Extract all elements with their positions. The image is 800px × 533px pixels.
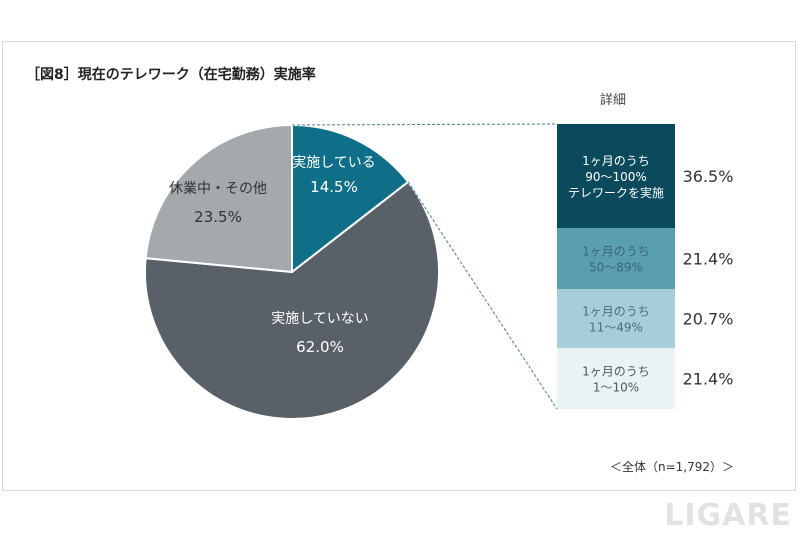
connector-line bbox=[407, 181, 558, 410]
slice-label: 休業中・その他 bbox=[169, 181, 267, 197]
bar-segment bbox=[557, 228, 675, 290]
chart-title: ［図8］現在のテレワーク（在宅勤務）実施率 bbox=[26, 67, 316, 83]
segment-label: 1ヶ月のうち bbox=[582, 154, 650, 168]
segment-value: 21.4% bbox=[683, 250, 734, 269]
segment-label: 50～89% bbox=[589, 261, 643, 275]
detail-title: 詳細 bbox=[600, 92, 626, 108]
bar-segment bbox=[557, 124, 675, 229]
pie-slice bbox=[144, 180, 440, 420]
segment-label: 1ヶ月のうち bbox=[582, 305, 650, 319]
slice-value: 23.5% bbox=[194, 208, 242, 226]
segment-value: 36.5% bbox=[683, 167, 734, 186]
bar-segment bbox=[557, 289, 675, 349]
slice-value: 14.5% bbox=[310, 178, 358, 196]
segment-label: 1ヶ月のうち bbox=[582, 365, 650, 379]
connector-line bbox=[291, 123, 558, 126]
slice-label: 実施している bbox=[292, 155, 376, 171]
slice-value: 62.0% bbox=[296, 338, 344, 356]
sample-note: ＜全体（n=1,792）＞ bbox=[610, 460, 735, 474]
pie-slice bbox=[291, 123, 410, 275]
segment-label: 1～10% bbox=[593, 381, 639, 395]
segment-value: 20.7% bbox=[683, 310, 734, 329]
pie-slice bbox=[144, 123, 293, 274]
segment-label: 11～49% bbox=[589, 321, 643, 335]
watermark-logo: LIGARE bbox=[664, 498, 792, 533]
segment-label: 90～100% bbox=[585, 170, 647, 184]
chart-frame bbox=[2, 41, 796, 491]
segment-label: 1ヶ月のうち bbox=[582, 245, 650, 259]
segment-label: テレワークを実施 bbox=[568, 185, 664, 200]
slice-label: 実施していない bbox=[271, 311, 369, 327]
segment-value: 21.4% bbox=[683, 370, 734, 389]
bar-segment bbox=[557, 348, 675, 409]
